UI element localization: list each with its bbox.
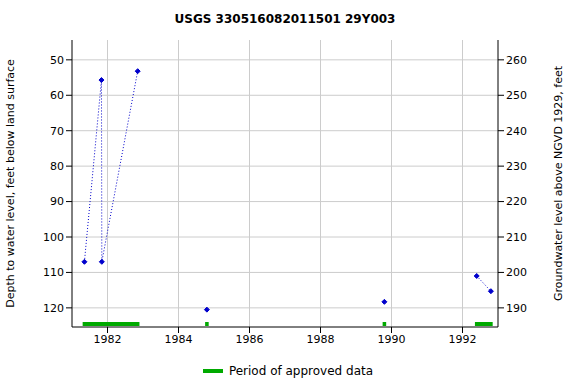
svg-text:60: 60 <box>50 89 64 102</box>
svg-text:190: 190 <box>506 302 527 315</box>
svg-text:220: 220 <box>506 195 527 208</box>
svg-text:210: 210 <box>506 231 527 244</box>
svg-text:110: 110 <box>43 266 64 279</box>
svg-text:100: 100 <box>43 231 64 244</box>
svg-text:80: 80 <box>50 160 64 173</box>
svg-text:1988: 1988 <box>307 333 335 346</box>
svg-text:70: 70 <box>50 125 64 138</box>
svg-text:Groundwater level above NGVD 1: Groundwater level above NGVD 1929, feet <box>552 65 565 301</box>
svg-text:200: 200 <box>506 266 527 279</box>
svg-text:250: 250 <box>506 89 527 102</box>
html-text:Period of approved data: Period of approved data <box>228 364 374 378</box>
svg-text:230: 230 <box>506 160 527 173</box>
svg-text:90: 90 <box>50 195 64 208</box>
svg-text:1982: 1982 <box>94 333 122 346</box>
svg-text:Depth to water level, feet bel: Depth to water level, feet below land su… <box>8 59 17 308</box>
svg-text:1990: 1990 <box>378 333 406 346</box>
svg-text:1992: 1992 <box>449 333 477 346</box>
html-text:USGS 330516082011501 29Y003: USGS 330516082011501 29Y003 <box>174 12 396 26</box>
svg-text:240: 240 <box>506 125 527 138</box>
svg-text:1984: 1984 <box>165 333 193 346</box>
svg-text:50: 50 <box>50 54 64 67</box>
svg-text:120: 120 <box>43 302 64 315</box>
svg-text:260: 260 <box>506 54 527 67</box>
svg-text:1986: 1986 <box>236 333 264 346</box>
